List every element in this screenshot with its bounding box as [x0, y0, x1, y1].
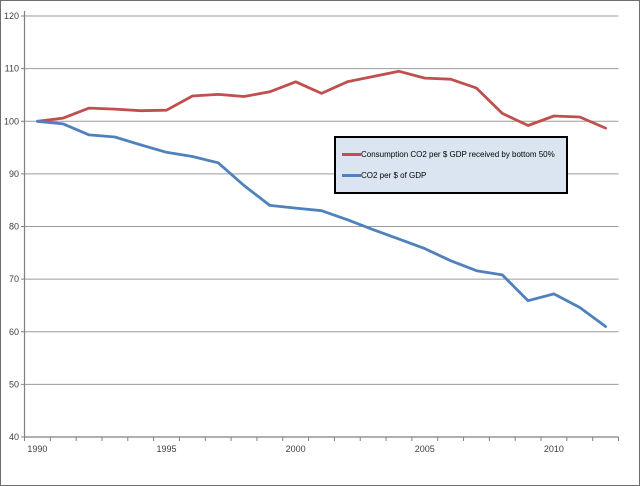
- y-axis-label-60: 60: [9, 327, 19, 337]
- x-axis-label-2000: 2000: [286, 444, 306, 454]
- y-axis-label-120: 120: [4, 11, 19, 21]
- y-axis-label-110: 110: [5, 64, 19, 74]
- y-axis-label-70: 70: [9, 274, 19, 284]
- legend-item-co2-per-gdp: CO2 per $ of GDP: [342, 171, 566, 180]
- x-axis-label-2010: 2010: [544, 444, 564, 454]
- x-axis-label-1990: 1990: [27, 444, 47, 454]
- legend-line-swatch-red: [342, 153, 361, 156]
- chart-legend: Consumption CO2 per $ GDP received by bo…: [334, 136, 568, 194]
- x-axis-label-1995: 1995: [157, 444, 177, 454]
- legend-item-consumption-co2: Consumption CO2 per $ GDP received by bo…: [342, 150, 566, 159]
- y-axis-label-40: 40: [9, 432, 19, 442]
- y-axis-label-80: 80: [9, 222, 19, 232]
- x-axis-label-2005: 2005: [415, 444, 435, 454]
- legend-label-consumption-co2: Consumption CO2 per $ GDP received by bo…: [361, 150, 555, 159]
- y-axis-label-100: 100: [4, 116, 19, 126]
- legend-line-swatch-blue: [342, 174, 361, 177]
- y-axis-label-50: 50: [9, 379, 19, 389]
- y-axis-label-90: 90: [9, 169, 19, 179]
- legend-label-co2-per-gdp: CO2 per $ of GDP: [361, 171, 427, 180]
- series-line-consumption-co2: [36, 69, 607, 130]
- series-line-co2-per-gdp: [36, 119, 607, 328]
